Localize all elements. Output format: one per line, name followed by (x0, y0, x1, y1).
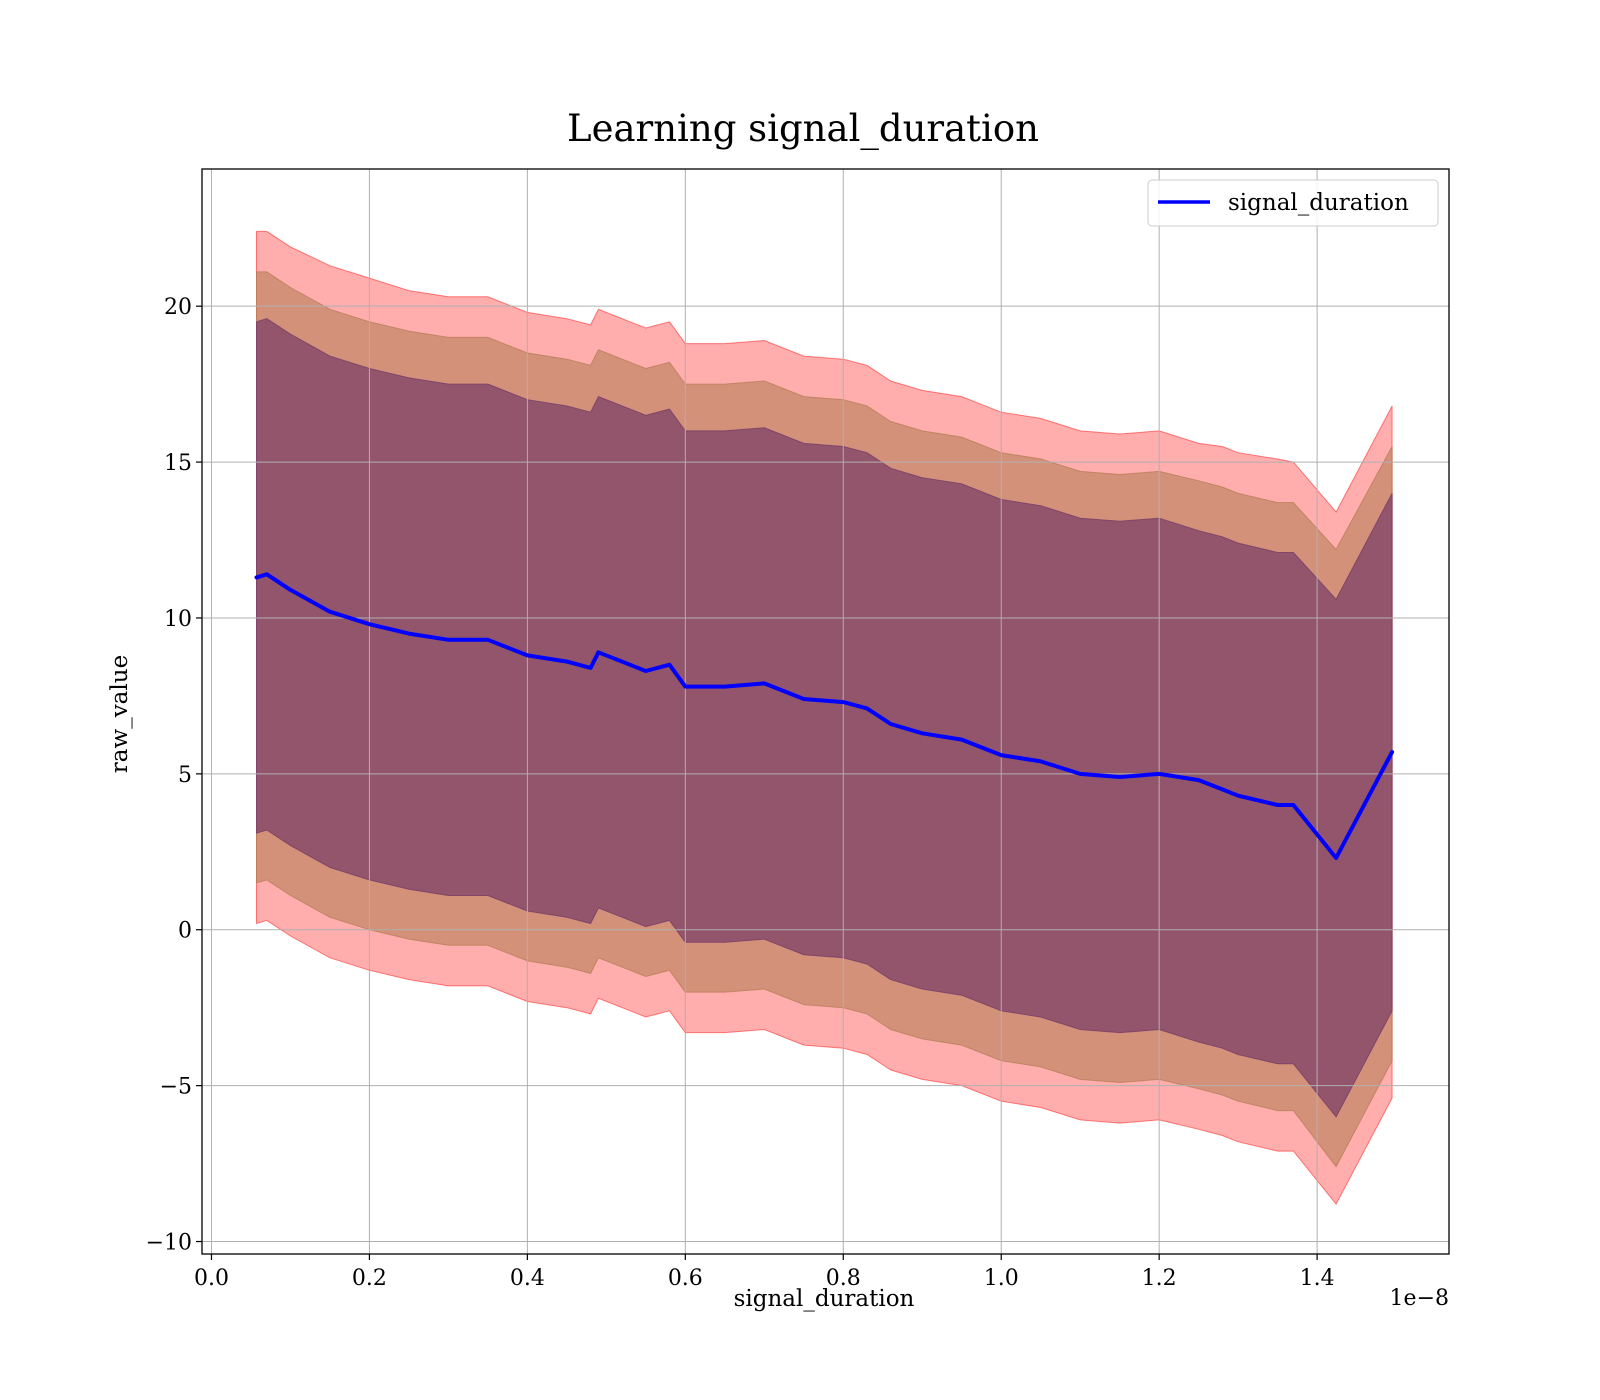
plot-frame (201, 168, 1450, 1255)
x-axis-label: signal_duration (734, 1286, 915, 1312)
y-tick-label: 15 (164, 451, 192, 476)
y-tick-label: 5 (178, 763, 192, 788)
y-tick-label: −10 (146, 1231, 192, 1256)
x-tick-label: 0.4 (510, 1266, 545, 1291)
band-inner (256, 318, 1393, 1118)
series-lines (254, 572, 1395, 860)
legend: signal_duration (1147, 179, 1439, 227)
legend-label: signal_duration (1228, 190, 1409, 216)
x-tick-label: 0.2 (352, 1266, 387, 1291)
y-tick-label: 20 (164, 295, 192, 320)
chart-title: Learning signal_duration (567, 107, 1039, 151)
x-tick-label: 0.0 (194, 1266, 229, 1291)
confidence-bands (256, 230, 1393, 1206)
y-tick-label: 0 (178, 919, 192, 944)
y-tick-label: −5 (160, 1075, 192, 1100)
legend-box (1147, 179, 1439, 227)
series-line (254, 572, 1395, 860)
x-axis-ticks: 0.0 0.2 0.4 0.6 0.8 1.0 1.2 1.4 (194, 1254, 1335, 1291)
x-tick-label: 1.2 (1142, 1266, 1177, 1291)
x-tick-label: 1.4 (1300, 1266, 1335, 1291)
y-axis-label: raw_value (107, 655, 133, 773)
grid (202, 169, 1449, 1254)
x-tick-label: 1.0 (984, 1266, 1019, 1291)
x-tick-label: 0.8 (826, 1266, 861, 1291)
y-axis-ticks: −10 −5 0 5 10 15 20 (146, 295, 202, 1256)
y-tick-label: 10 (164, 607, 192, 632)
x-axis-offset-label: 1e−8 (1390, 1286, 1449, 1311)
x-tick-label: 0.6 (668, 1266, 703, 1291)
